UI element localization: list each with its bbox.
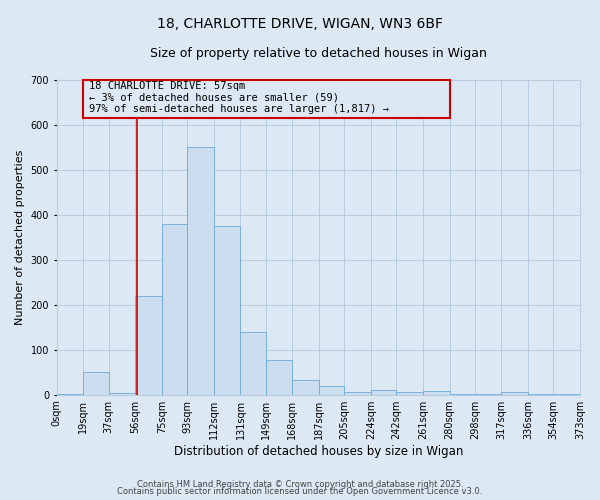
Y-axis label: Number of detached properties: Number of detached properties (15, 150, 25, 325)
X-axis label: Distribution of detached houses by size in Wigan: Distribution of detached houses by size … (173, 444, 463, 458)
Bar (371, 390, 396, 394)
Bar (344, 392, 371, 394)
Bar (292, 380, 319, 394)
Bar (266, 360, 292, 394)
Title: Size of property relative to detached houses in Wigan: Size of property relative to detached ho… (150, 48, 487, 60)
Text: Contains HM Land Registry data © Crown copyright and database right 2025.: Contains HM Land Registry data © Crown c… (137, 480, 463, 489)
Bar (502, 392, 528, 394)
Bar (187, 147, 214, 394)
Bar (396, 392, 423, 394)
Bar (162, 224, 187, 394)
Bar (214, 226, 241, 394)
Text: 18 CHARLOTTE DRIVE: 57sqm
← 3% of detached houses are smaller (59)
97% of semi-d: 18 CHARLOTTE DRIVE: 57sqm ← 3% of detach… (89, 81, 389, 114)
Bar (241, 332, 266, 394)
Text: Contains public sector information licensed under the Open Government Licence v3: Contains public sector information licen… (118, 487, 482, 496)
Bar (83, 372, 109, 394)
Text: 18, CHARLOTTE DRIVE, WIGAN, WN3 6BF: 18, CHARLOTTE DRIVE, WIGAN, WN3 6BF (157, 18, 443, 32)
FancyBboxPatch shape (83, 80, 449, 118)
Bar (423, 391, 449, 394)
Bar (319, 386, 344, 394)
Bar (135, 296, 162, 394)
